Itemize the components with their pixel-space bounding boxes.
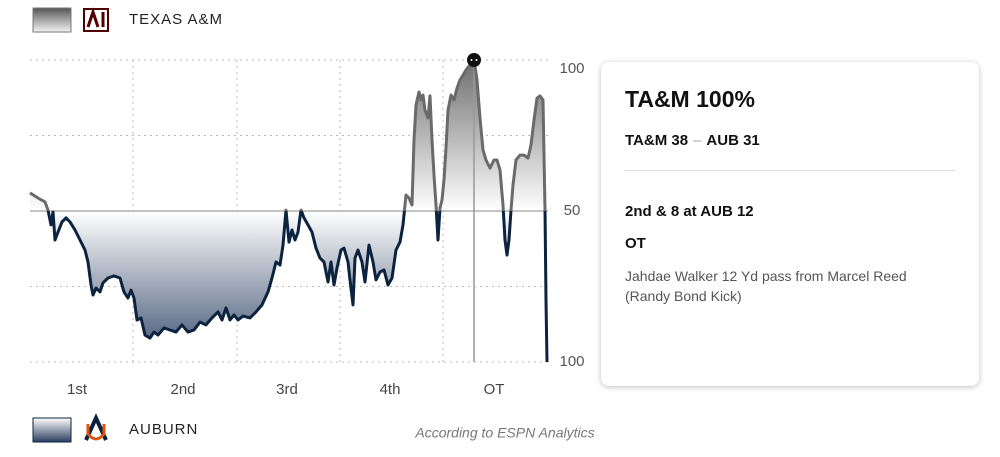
chart: TEXAS A&M AUBURN According to ESPN Analy…	[29, 7, 595, 443]
divider	[625, 170, 955, 171]
score-away: AUB 31	[706, 132, 760, 149]
team-logo	[84, 413, 108, 441]
x-tick-label: OT	[484, 381, 505, 398]
line-top	[29, 58, 547, 211]
hover-point-eye	[475, 59, 478, 61]
legend-swatch	[32, 417, 72, 443]
x-tick-label: 2nd	[170, 381, 195, 398]
y-tick-label: 100	[559, 353, 584, 370]
line-bottom	[46, 211, 549, 363]
card-situation: 2nd & 8 at AUB 12	[625, 203, 754, 220]
source-note: According to ESPN Analytics	[414, 425, 594, 441]
team-name: TEXAS A&M	[129, 11, 223, 28]
hover-point	[467, 53, 481, 67]
y-tick-label: 50	[564, 202, 581, 219]
team-name: AUBURN	[129, 421, 198, 438]
score-separator: –	[693, 132, 702, 149]
hover-point-eye	[470, 59, 473, 61]
legend-swatch	[32, 7, 72, 33]
team-logo	[83, 7, 109, 32]
x-tick-label: 1st	[67, 381, 88, 398]
card-description: Jahdae Walker 12 Yd pass from Marcel Ree…	[625, 268, 907, 304]
play-card: TA&M 100% TA&M 38– AUB 31 2nd & 8 at AUB …	[601, 62, 979, 386]
x-tick-label: 4th	[380, 381, 401, 398]
x-tick-label: 3rd	[276, 381, 298, 398]
card-headline: TA&M 100%	[625, 86, 755, 112]
card-score: TA&M 38– AUB 31	[625, 132, 760, 149]
y-tick-label: 100	[559, 60, 584, 77]
score-home: TA&M 38	[625, 132, 689, 149]
card-period: OT	[625, 235, 646, 252]
area-favored-bottom	[30, 211, 547, 362]
